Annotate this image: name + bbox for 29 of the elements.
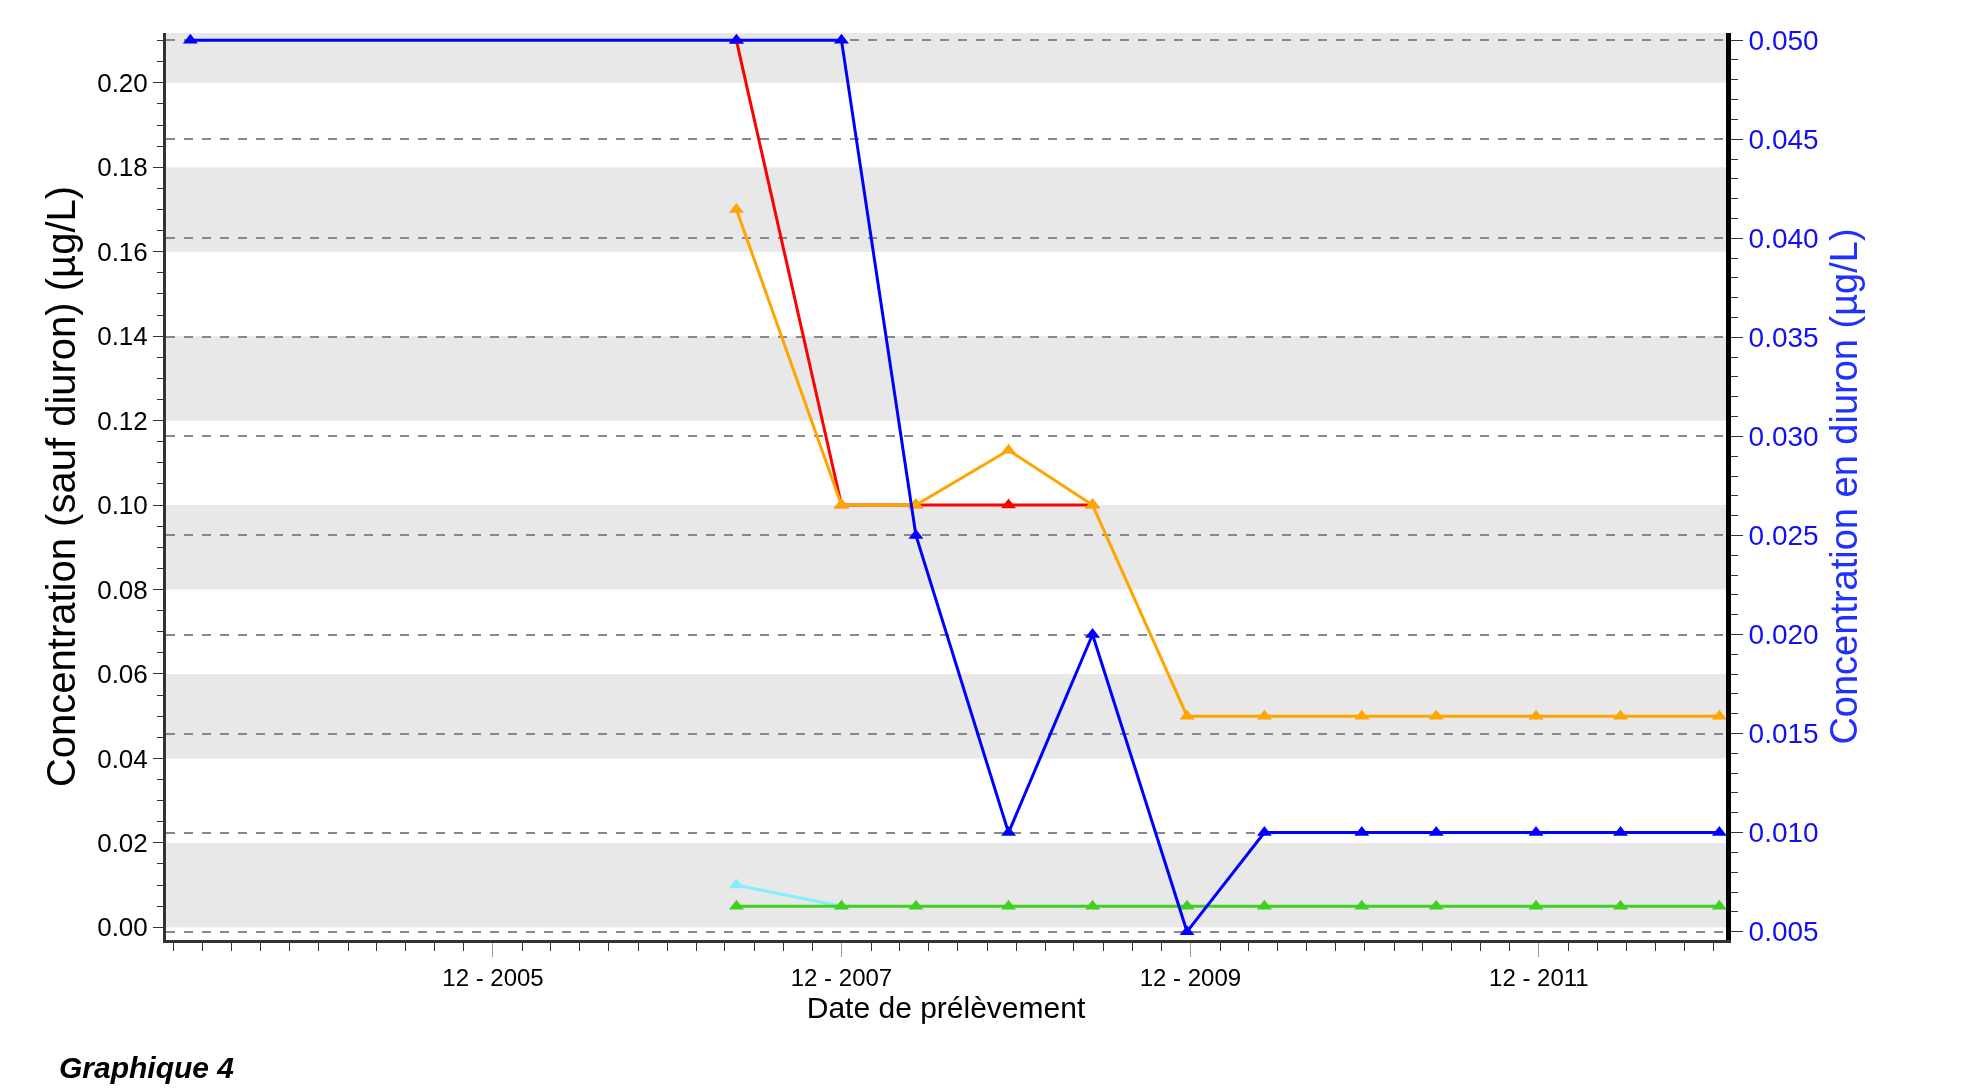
y-tick-label: 0.02 bbox=[97, 827, 148, 858]
y-tick-label: 0.06 bbox=[97, 659, 148, 690]
y2-tick-label: 0.035 bbox=[1748, 322, 1819, 354]
y2-tick-label: 0.015 bbox=[1748, 718, 1819, 750]
y2-tick-label: 0.050 bbox=[1748, 24, 1819, 56]
text: Graphique 4 bbox=[59, 1051, 235, 1084]
x-tick-label: 12 - 2007 bbox=[790, 963, 893, 991]
y2-tick-label: 0.045 bbox=[1748, 123, 1819, 155]
y-tick-label: 0.20 bbox=[97, 67, 148, 98]
y-tick-label: 0.14 bbox=[97, 321, 148, 352]
x-tick-label: 12 - 2011 bbox=[1489, 963, 1589, 991]
y-tick-label: 0.08 bbox=[97, 574, 148, 605]
y-axis-title: Concentration (sauf diuron) (µg/L) bbox=[38, 185, 83, 788]
y-tick-label: 0.10 bbox=[97, 490, 148, 521]
y2-tick-label: 0.010 bbox=[1748, 817, 1819, 849]
y2-tick-label: 0.025 bbox=[1748, 520, 1819, 552]
y-tick-label: 0.18 bbox=[97, 152, 148, 183]
y2-tick-label: 0.030 bbox=[1748, 421, 1819, 453]
y-tick-label: 0.12 bbox=[97, 405, 148, 436]
y2-tick-label: 0.005 bbox=[1748, 916, 1819, 948]
y-tick-label: 0.00 bbox=[97, 912, 148, 943]
y-tick-label: 0.04 bbox=[97, 743, 148, 774]
x-tick-label: 12 - 2009 bbox=[1139, 963, 1242, 991]
y2-axis-title: Concentration en diuron (µg/L) bbox=[1822, 228, 1865, 745]
y2-tick-label: 0.020 bbox=[1748, 619, 1819, 651]
x-axis-title: Date de prélèvement bbox=[806, 991, 1086, 1025]
y-tick-label: 0.16 bbox=[97, 236, 148, 267]
x-tick-label: 12 - 2005 bbox=[442, 963, 544, 991]
y2-tick-label: 0.040 bbox=[1748, 223, 1819, 255]
